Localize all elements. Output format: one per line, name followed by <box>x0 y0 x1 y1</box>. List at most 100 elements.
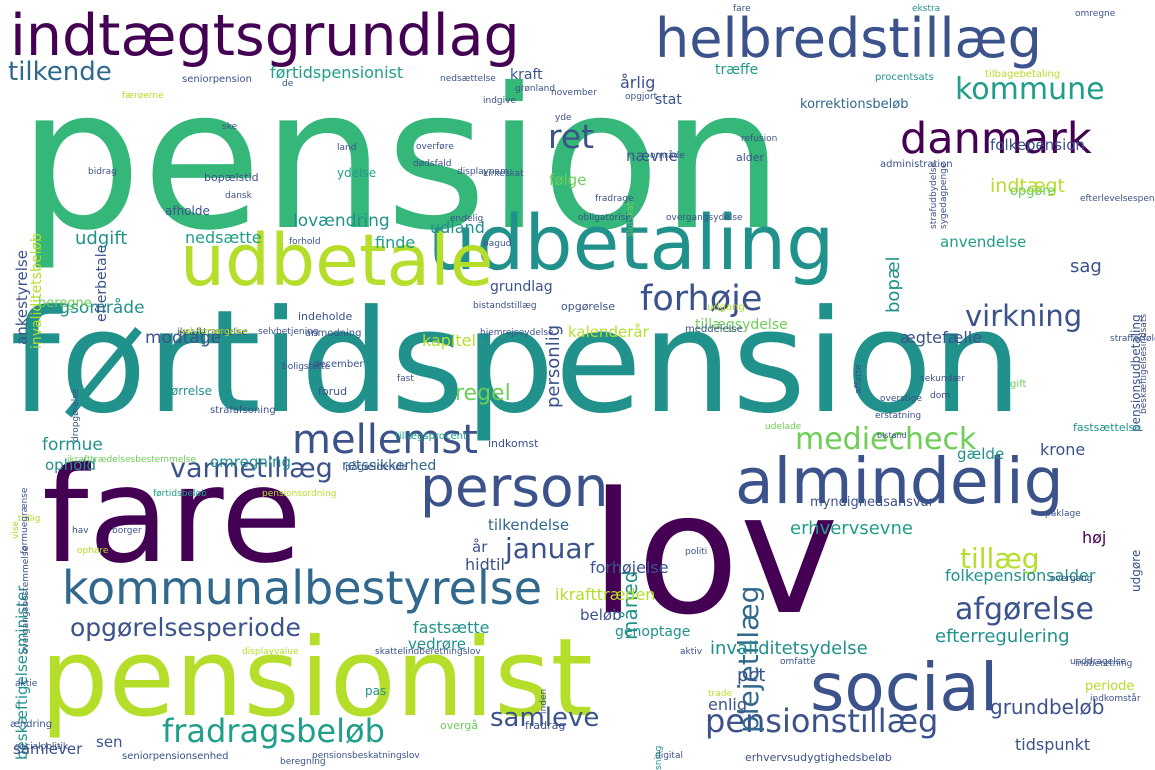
word-erstatning: erstatning <box>875 411 922 421</box>
word-de: de <box>282 79 294 89</box>
word-fradrage: fradrage <box>595 194 634 204</box>
word-ekstra: ekstra <box>912 4 941 14</box>
word-ar: år <box>472 538 488 556</box>
word-tilkende: tilkende <box>8 57 112 87</box>
word-bagud: bagud <box>483 239 512 249</box>
word-udbetale: udbetale <box>180 219 494 302</box>
word-helbredstillg: helbredstillæg <box>655 7 1042 70</box>
word-efterbetale: efterbetale <box>94 244 110 322</box>
word-opgrelsesperiode: opgørelsesperiode <box>70 613 301 642</box>
word-efterregulering: efterregulering <box>935 626 1070 647</box>
word-afholde: afholde <box>165 204 210 218</box>
word-forhjelse: forhøjelse <box>590 558 669 577</box>
word-tidspunkt: tidspunkt <box>1015 735 1091 754</box>
word-belb: beløb <box>580 606 622 624</box>
word-displayvalue: displayvalue <box>242 647 299 657</box>
word-hjemrejseydelse: hjemrejseydelse <box>480 328 554 338</box>
word-udelade: udelade <box>765 422 802 432</box>
word-pension: pension <box>18 46 785 273</box>
word-mediecheck: mediecheck <box>795 422 977 457</box>
word-opgre: opgøre <box>1010 184 1056 199</box>
word-fare-2: fare <box>733 4 751 14</box>
word-boplstid: bopælstid <box>204 171 259 184</box>
word-erhvervsudygtighedsbelb: erhvervsudygtighedsbeløb <box>745 751 892 764</box>
word-tilkendelse: tilkendelse <box>488 516 570 534</box>
word-frtidsbelb: førtidsbeløb <box>153 489 207 499</box>
word-invaliditetsydelse: invaliditetsydelse <box>710 638 868 659</box>
word-ikrafttrden: ikrafttræden <box>555 585 656 604</box>
word-overgangsbestemmelse: overgangsbestemmelse <box>21 545 31 654</box>
word-aktie: aktie <box>15 679 38 689</box>
word-displaynam: displaynam <box>457 167 509 177</box>
word-bistand: bistand <box>877 431 907 440</box>
word-frerne: færøerne <box>122 91 164 101</box>
word-indberetning: indberetning <box>1075 659 1133 669</box>
word-tidlig: tidlig <box>18 514 41 524</box>
word-omregne: omregne <box>1075 9 1116 19</box>
word-pensionsordning: pensionsordning <box>262 489 337 499</box>
word-beregning: beregning <box>280 757 326 767</box>
word-omfatte: omfatte <box>780 657 816 667</box>
word-grundbelb: grundbeløb <box>990 695 1105 719</box>
word-seniorpensionsenhed: seniorpensionsenhed <box>122 751 229 762</box>
word-indkomst: indkomst <box>488 437 539 450</box>
word-indtgt: indtægt <box>990 175 1065 197</box>
word-digital: digital <box>655 751 683 761</box>
word-frtidspension: førtidspension <box>10 280 1023 445</box>
word-paklage: påklage <box>1045 509 1081 519</box>
word-bopl: bopæl <box>883 256 904 313</box>
word-hj: høj <box>1082 528 1107 547</box>
word-overgang: overgang <box>1050 574 1093 584</box>
word-udgang: udgang <box>707 302 745 313</box>
word-strafudbydelse: strafudbydelse <box>929 161 939 229</box>
word-strafafsoning: strafafsoning <box>210 405 276 416</box>
word-ske: ske <box>222 122 238 132</box>
word-land: land <box>337 143 357 153</box>
word-sygedagpenge: sygedagpenge <box>939 162 949 229</box>
word-bistandstillg: bistandstillæg <box>473 301 537 311</box>
word-gteflle: ægtefælle <box>900 328 983 347</box>
word-modtage: modtage <box>145 328 222 348</box>
word-pensionist: pensionist <box>40 616 593 741</box>
word-unddragelse: unddragelse <box>1070 657 1127 667</box>
word-regel: regel <box>455 381 511 406</box>
word-forud: forud <box>318 385 348 398</box>
word-pct: pct <box>737 665 766 686</box>
word-forhold: forhold <box>289 237 321 247</box>
word-anmodning: anmodning <box>305 328 362 339</box>
word-tillgsydelse: tillægsydelse <box>695 317 788 333</box>
word-ret: ret <box>548 117 595 156</box>
word-dropgrelse: dropgørelse <box>71 388 81 442</box>
word-dom: dom <box>930 391 950 401</box>
word-trade: trade <box>708 689 732 699</box>
word-indkomstar: indkomstår <box>1090 694 1141 704</box>
word-fast: fast <box>397 374 414 384</box>
word-sagsomrade: sagsområde <box>40 298 145 318</box>
word-fradrag: fradrag <box>525 719 566 732</box>
word-faststtelse: fastsættelse <box>1073 421 1142 434</box>
word-administration: administration <box>880 159 953 170</box>
word-ddsfald: dødsfald <box>413 159 452 169</box>
word-formuegrnse: formuegrænse <box>20 487 30 554</box>
word-november: november <box>551 88 597 98</box>
word-udgift: udgift <box>75 228 128 249</box>
word-danmark: danmark <box>900 114 1092 164</box>
word-kommunalbestyrelse: kommunalbestyrelse <box>62 561 543 615</box>
word-pagldende: pågældende <box>345 462 408 473</box>
word-indeholde: indeholde <box>298 310 353 323</box>
word-sekundr: sekundær <box>920 374 965 384</box>
word-boligsttte: boligstøtte <box>282 362 331 372</box>
word-indgive: indgive <box>483 96 516 106</box>
word-person: person <box>420 455 609 519</box>
word-tilbagebetaling: tilbagebetaling <box>985 69 1061 80</box>
word-hidtil: hidtil <box>465 555 505 574</box>
word-oplysning: oplysning <box>654 745 664 770</box>
word-faststte: fastsætte <box>413 618 490 637</box>
word-dansk: dansk <box>225 191 252 201</box>
word-ndring: ændring <box>10 719 53 730</box>
word-retssikkerhed: retssikkerhed <box>342 458 437 474</box>
word-krone: krone <box>1040 440 1086 459</box>
word-refusion: refusion <box>741 134 778 144</box>
word-lovndring: lovændring <box>293 211 390 231</box>
word-omregning: omregning <box>210 453 292 471</box>
